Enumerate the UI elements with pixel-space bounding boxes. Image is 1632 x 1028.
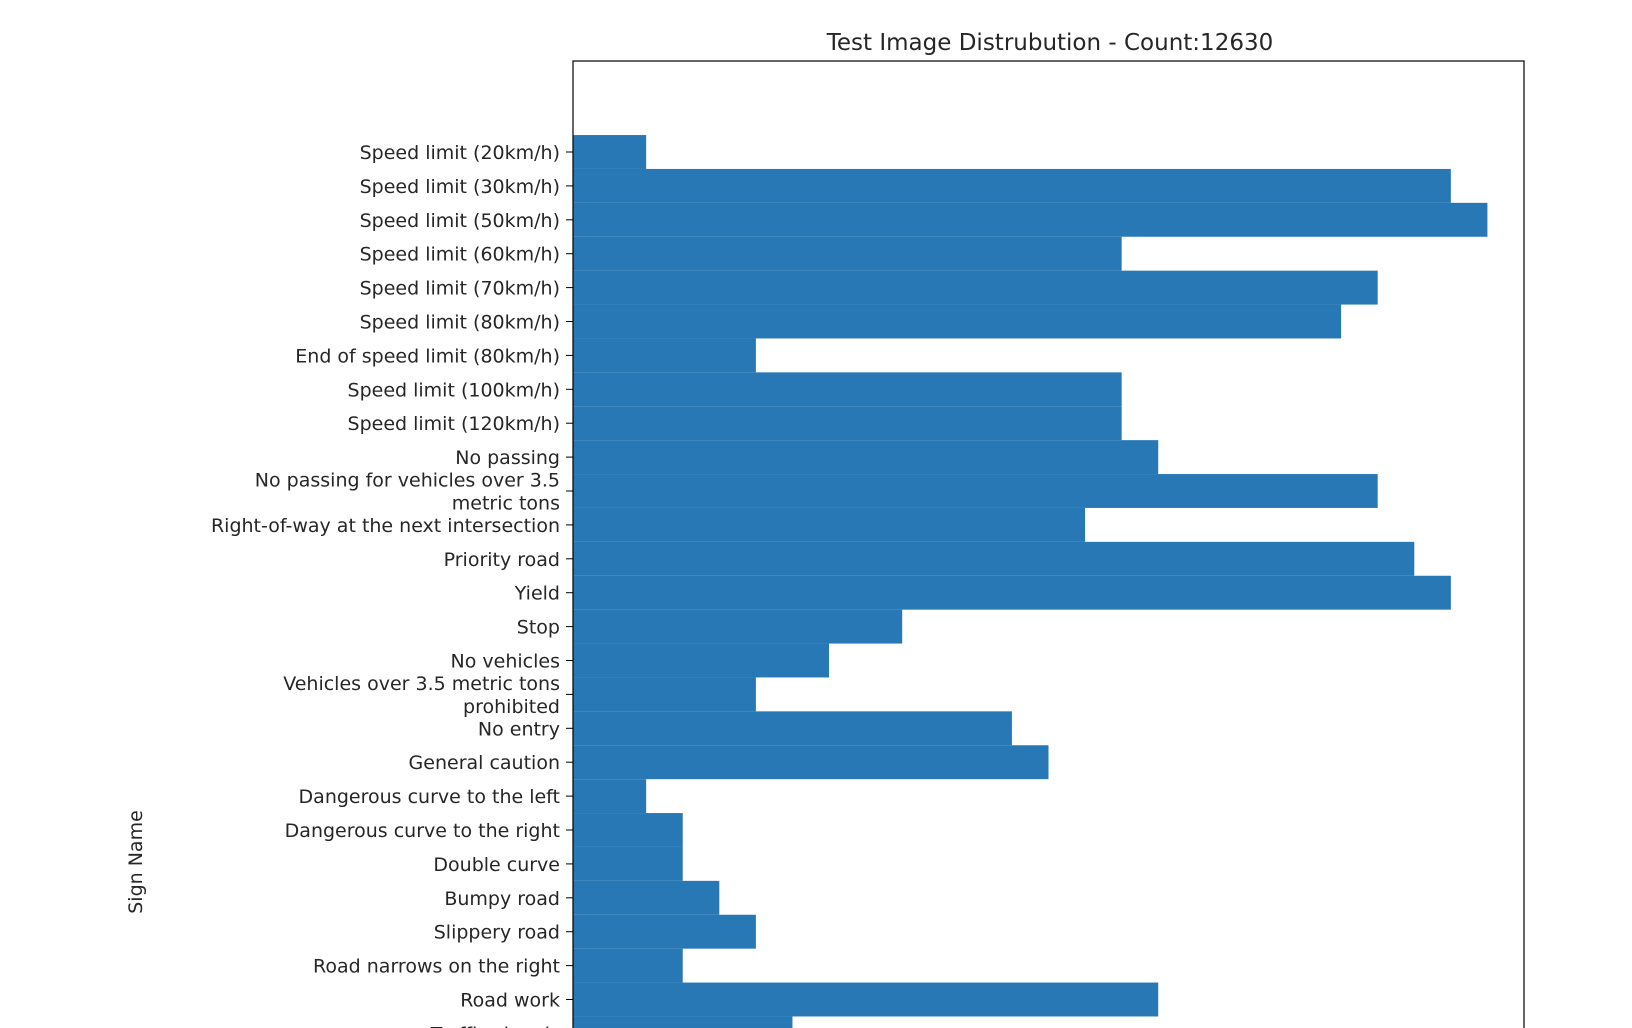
y-tick-label: No passing xyxy=(455,447,560,469)
y-tick-label: Stop xyxy=(517,617,560,639)
y-tick-label: Speed limit (100km/h) xyxy=(348,379,560,401)
bar xyxy=(573,880,720,915)
bar xyxy=(573,541,1415,576)
y-ticks-group: Speed limit (20km/h) Speed limit (30km/h)… xyxy=(211,142,573,1028)
y-axis-label: Sign Name xyxy=(125,810,147,914)
bar xyxy=(573,406,1122,441)
chart-title: Test Image Distrubution - Count:12630 xyxy=(826,30,1273,56)
y-tick-label: Slippery road xyxy=(434,922,560,944)
y-tick-label: Yield xyxy=(514,583,560,605)
bar xyxy=(573,609,903,644)
y-tick-label: Speed limit (70km/h) xyxy=(360,278,560,300)
bar xyxy=(573,372,1122,407)
y-tick-label: Bumpy road xyxy=(444,888,560,910)
y-tick-label: Dangerous curve to the left xyxy=(299,786,560,808)
bar xyxy=(573,440,1159,475)
bar xyxy=(573,643,830,678)
bar xyxy=(573,474,1378,508)
y-tick-label: Speed limit (120km/h) xyxy=(348,413,560,435)
y-tick-label: Speed limit (80km/h) xyxy=(360,312,560,334)
y-tick-label: Dangerous curve to the right xyxy=(285,820,560,842)
y-tick-label: Priority road xyxy=(444,549,560,571)
bars-group xyxy=(573,135,1488,1028)
bar xyxy=(573,135,647,169)
bar xyxy=(573,575,1451,610)
bar xyxy=(573,270,1378,305)
bar xyxy=(573,168,1451,203)
bar xyxy=(573,304,1342,339)
bar xyxy=(573,1016,793,1028)
y-tick-label: Traffic signals xyxy=(430,1023,560,1028)
y-tick-label: Right-of-way at the next intersection xyxy=(211,515,560,537)
y-tick-label: General caution xyxy=(409,752,560,774)
bar xyxy=(573,745,1049,780)
bar xyxy=(573,236,1122,271)
y-tick-label: Speed limit (60km/h) xyxy=(360,244,560,266)
y-tick-label: End of speed limit (80km/h) xyxy=(295,345,560,367)
bar xyxy=(573,779,647,814)
y-tick-label: Double curve xyxy=(433,854,560,876)
bar xyxy=(573,711,1012,746)
y-tick-label: Speed limit (50km/h) xyxy=(360,210,560,232)
bar xyxy=(573,846,683,881)
y-tick-label: No passing for vehicles over 3.5 metric t… xyxy=(255,470,560,515)
y-tick-label: Speed limit (30km/h) xyxy=(360,176,560,198)
bar xyxy=(573,914,756,949)
y-tick-label: Road work xyxy=(460,990,560,1012)
bar xyxy=(573,813,683,847)
bar xyxy=(573,677,756,712)
bar xyxy=(573,948,683,983)
bar xyxy=(573,507,1086,542)
plot-frame xyxy=(572,60,1525,1028)
bar xyxy=(573,982,1159,1017)
y-tick-label: Vehicles over 3.5 metric tons prohibited xyxy=(283,673,560,718)
bar xyxy=(573,338,756,373)
bar xyxy=(573,202,1488,237)
y-tick-label: No entry xyxy=(478,718,560,740)
y-tick-label: No vehicles xyxy=(451,651,560,673)
y-tick-label: Speed limit (20km/h) xyxy=(360,142,560,164)
y-tick-label: Road narrows on the right xyxy=(313,956,560,978)
